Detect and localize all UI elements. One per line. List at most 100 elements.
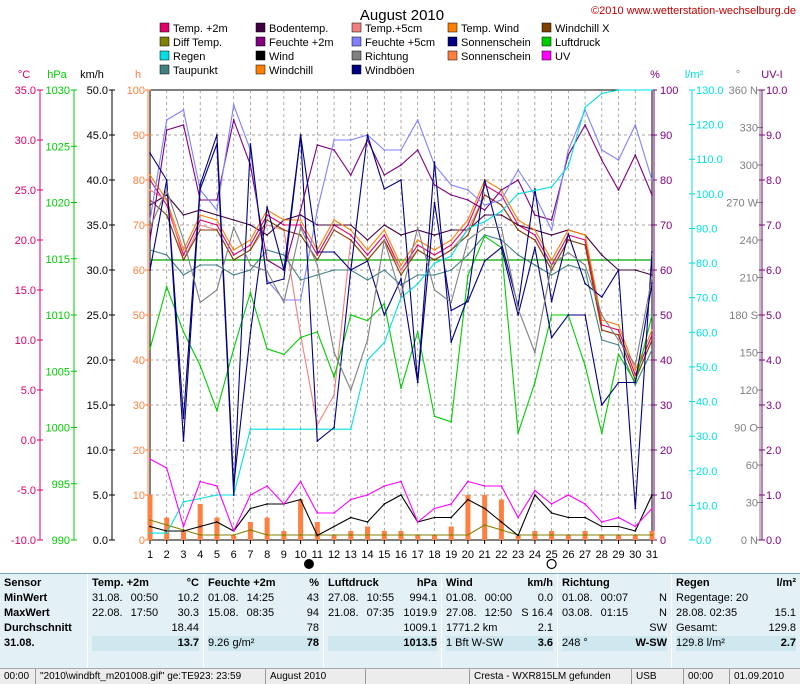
luftdruck-cell: 10:55	[366, 592, 395, 604]
axis-tick-label: 150	[740, 348, 758, 360]
data-point	[199, 534, 202, 536]
data-point	[450, 341, 453, 343]
luftdruck-cell: 1013.5	[403, 637, 437, 649]
data-point	[199, 264, 202, 266]
data-point	[216, 143, 218, 145]
axis-tick-label: 60.0	[696, 327, 717, 339]
axis-tick-label: 1010	[46, 310, 70, 322]
stats-luftdruck: Luftdruck hPa 27.08. 10:55 994.1 21.08. 07:35 1…	[324, 574, 442, 668]
x-tick-label: 29	[612, 549, 624, 561]
data-point	[283, 503, 285, 505]
data-point	[299, 480, 302, 483]
data-point	[266, 206, 268, 208]
axis-tick-label: 270 W	[726, 198, 758, 210]
richtung-header: Richtung	[562, 577, 610, 589]
data-point	[416, 149, 419, 151]
data-point	[165, 129, 168, 131]
data-point	[600, 339, 603, 341]
data-point	[634, 384, 637, 386]
data-point	[182, 274, 185, 276]
data-point	[333, 269, 335, 271]
axis-tick-label: 9.0	[766, 130, 781, 142]
data-point	[617, 324, 620, 326]
data-point	[299, 209, 302, 211]
feuchte-cell: 9.26 g/m²	[208, 637, 255, 649]
legend-label: UV	[555, 51, 571, 63]
data-point	[199, 525, 202, 528]
label-maxwert: MaxWert	[4, 607, 50, 619]
axis-tick-label: 25.0	[15, 185, 36, 197]
data-point	[400, 278, 402, 280]
data-point	[266, 534, 268, 536]
data-point	[299, 498, 302, 501]
data-point	[249, 269, 252, 271]
data-point	[483, 234, 486, 236]
data-point	[400, 534, 402, 536]
data-point	[383, 341, 386, 344]
axis-tick-label: 2.0	[766, 445, 781, 457]
data-point	[450, 255, 453, 258]
data-point	[617, 534, 620, 536]
feuchte-cell: 78	[306, 637, 319, 649]
axis-tick-label: 10.0	[766, 85, 787, 97]
data-point	[433, 184, 436, 186]
wind-row: 1771.2 km 2.1	[446, 621, 553, 636]
data-point	[550, 229, 553, 231]
data-point	[651, 494, 653, 496]
data-point	[617, 159, 620, 161]
data-point	[216, 409, 218, 412]
data-point	[316, 259, 319, 261]
data-point	[517, 307, 519, 310]
x-tick-label: 4	[197, 549, 203, 561]
data-point	[433, 249, 436, 251]
data-point	[400, 264, 402, 266]
data-point	[483, 220, 486, 223]
legend-swatch	[159, 22, 170, 33]
data-point	[483, 485, 486, 487]
data-point	[249, 332, 252, 334]
data-point	[634, 507, 637, 510]
x-tick-label: 19	[445, 549, 457, 561]
axis-tick-label: 30.0	[87, 265, 108, 277]
x-tick-label: 23	[512, 549, 524, 561]
data-point	[534, 189, 536, 192]
data-point	[467, 480, 469, 483]
x-tick-label: 2	[164, 549, 170, 561]
axis-tick-label: 1000	[46, 423, 70, 435]
data-point	[149, 219, 151, 221]
data-point	[400, 387, 402, 389]
data-point	[316, 440, 319, 442]
data-point	[216, 199, 218, 201]
axis-tick-label: 100	[127, 85, 145, 97]
data-point	[651, 349, 653, 351]
data-point	[450, 534, 453, 536]
temp-cell: 13.7	[177, 637, 199, 649]
richtung-row: SW	[562, 621, 667, 636]
data-point	[232, 249, 235, 251]
feuchte-row: 78	[208, 621, 319, 636]
data-point	[600, 314, 603, 316]
legend-swatch	[255, 22, 266, 33]
data-point	[534, 351, 536, 354]
data-point	[400, 234, 402, 236]
legend-swatch	[159, 36, 170, 47]
data-point	[149, 269, 151, 271]
data-point	[416, 244, 419, 246]
legend-label: Feuchte +2m	[269, 37, 334, 49]
data-point	[400, 164, 402, 166]
data-point	[149, 179, 151, 181]
data-point	[316, 224, 319, 226]
sunshine-bar	[231, 535, 237, 540]
data-point	[216, 289, 218, 291]
data-point	[333, 351, 335, 354]
data-point	[349, 224, 352, 226]
wind-cell: 3.6	[537, 637, 553, 649]
data-point	[634, 89, 637, 91]
temp-cell: 31.08.	[92, 592, 123, 604]
axis-tick-label: 35.0	[15, 85, 36, 97]
temp-row: 22.08. 17:50 30.3	[92, 606, 199, 621]
statistics-panel: Sensor MinWert MaxWert Durchschnitt 31.0…	[0, 573, 800, 668]
data-point	[651, 507, 653, 510]
data-point	[283, 301, 285, 304]
wind-cell: 1771.2 km	[446, 622, 498, 634]
